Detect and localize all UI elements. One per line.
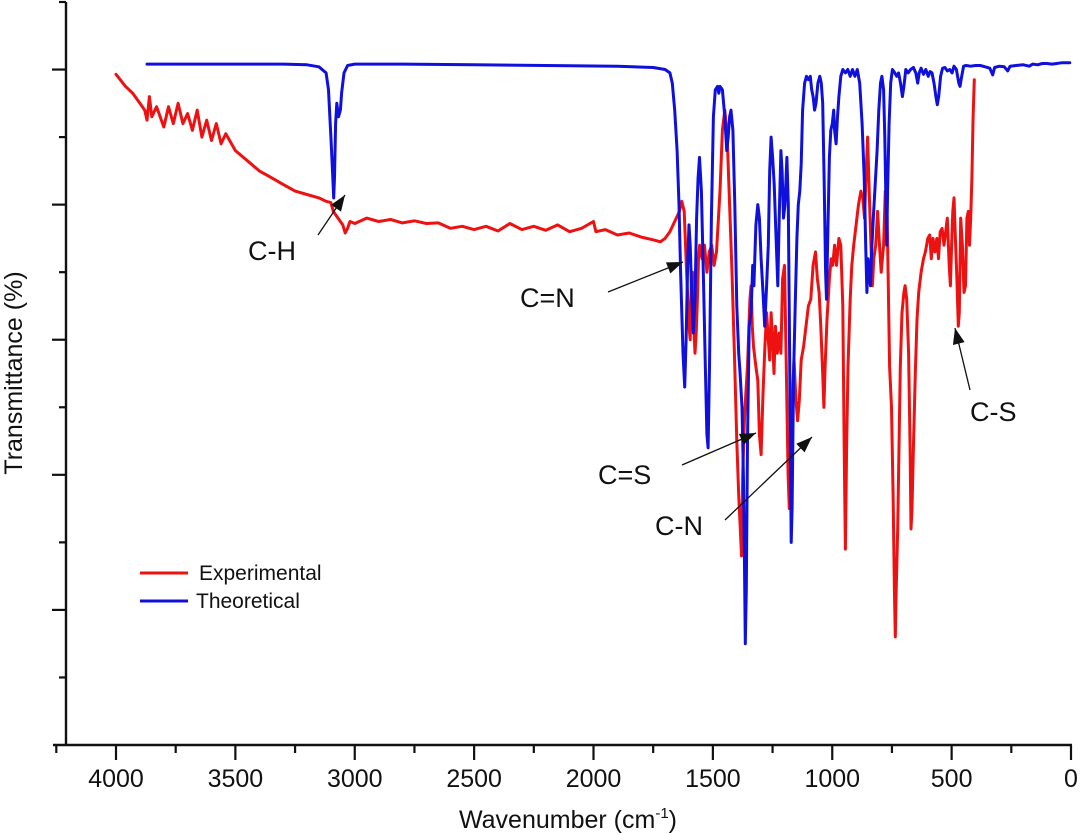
x-axis-title: Wavenumber (cm-1)	[459, 805, 677, 834]
x-tick-label: 500	[931, 765, 973, 793]
plot-area	[114, 61, 1072, 646]
annotation-arrow-cn	[724, 436, 813, 521]
x-tick-label: 1000	[804, 765, 860, 793]
legend: Experimental Theoretical	[140, 562, 322, 613]
annotations: C-H C=N C=SC-N C-S	[248, 194, 1017, 541]
annotation-label-cs: C-S	[970, 397, 1017, 427]
annotation-label-ch: C-H	[248, 236, 296, 266]
x-tick-labels: 4000 3500 3000 2500 2000 1500 1000 500 0	[88, 765, 1078, 793]
x-tick-label: 3000	[327, 765, 383, 793]
x-tick-label: 3500	[208, 765, 264, 793]
y-axis-title: Transmittance (%)	[0, 271, 28, 474]
legend-label-experimental: Experimental	[199, 562, 322, 585]
legend-label-theoretical: Theoretical	[196, 590, 300, 613]
x-ticks	[55, 745, 1073, 760]
annotation-arrowhead-cs	[952, 328, 965, 345]
annotation-arrowhead-cdbln	[665, 262, 683, 274]
annotation-arrowhead-cdbls	[738, 433, 756, 445]
axes	[52, 0, 1073, 760]
annotation-arrowhead-ch	[331, 195, 345, 212]
series-line-theoretical	[145, 61, 1072, 646]
annotation-label-cn: C-N	[655, 511, 703, 541]
y-ticks	[52, 0, 66, 679]
annotation-label-cdbls: C=S	[598, 460, 651, 490]
x-tick-label: 4000	[88, 765, 144, 793]
x-tick-label: 1500	[685, 765, 741, 793]
x-tick-label: 2500	[446, 765, 502, 793]
series-line-experimental	[114, 72, 976, 639]
annotation-arrowhead-cn	[796, 437, 812, 453]
annotation-label-cdbln: C=N	[520, 283, 575, 313]
x-tick-label: 2000	[566, 765, 622, 793]
x-tick-label: 0	[1064, 765, 1078, 793]
